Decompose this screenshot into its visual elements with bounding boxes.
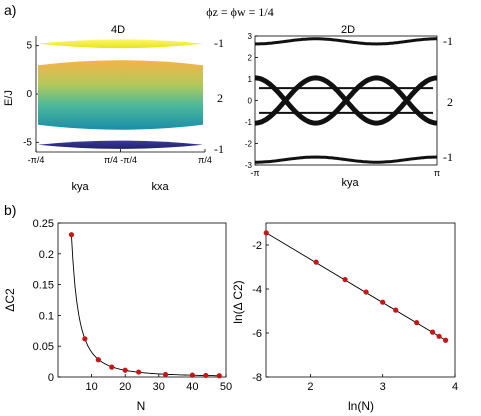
chart-ln-xlabel: ln(N): [348, 399, 374, 413]
chart-ln-plot: -2 -4 -6 -8 2 3 4: [252, 222, 458, 393]
chart-ln-ylabel: ln(Δ C2): [231, 280, 245, 323]
data-point: [380, 299, 386, 305]
chart-2d-band-label-mid: 2: [447, 95, 453, 109]
x-tick-label: 30: [153, 381, 165, 393]
y-tick-label: 1: [248, 75, 253, 84]
plot-frame: [265, 222, 456, 378]
band-line: [255, 155, 438, 164]
x-tick-label: 2: [307, 381, 313, 393]
y-tick-label: -1: [245, 118, 253, 127]
chart-2d-band-label-top: -1: [443, 34, 453, 48]
data-point: [95, 357, 101, 363]
panel-b-label: b): [4, 202, 16, 218]
x-tick-label: 4: [452, 381, 458, 393]
chart-4d-ylabel: E/J: [3, 90, 15, 106]
y-tick-label: 2: [248, 54, 253, 63]
y-tick-label: 3: [248, 32, 253, 41]
chart-4d-band-label-bot: -1: [214, 142, 224, 156]
chart-4d-xlabel-2: kxa: [151, 181, 169, 193]
data-point: [136, 369, 142, 375]
plot-frame: [57, 222, 227, 378]
y-tick-label: 5: [26, 41, 32, 52]
chart-2d-plot: 3 2 1 0 -1 -2 -3-π π: [245, 32, 440, 178]
chart-4d-title: 4D: [111, 24, 125, 36]
data-point: [363, 289, 369, 295]
data-point: [82, 336, 88, 342]
chart-2d: 2D 3 2 1 0 -1 -2 -3-π π kya -1 2 -1: [245, 24, 453, 189]
data-point: [393, 307, 399, 313]
energy-band: [38, 140, 203, 149]
chart-4d-plot: 5 0 -5 -π/4 π/4 -π/4 π/4: [23, 36, 212, 165]
y-tick-label: 0.15: [33, 280, 54, 292]
y-tick-label: 0: [26, 89, 32, 100]
x-tick-label: 10: [85, 381, 97, 393]
data-point: [203, 372, 209, 379]
y-tick-label: -3: [245, 161, 253, 170]
energy-band: [38, 60, 203, 130]
chart-4d: 4D E/J 50-5-π/4 π/4 -π/4 π/4 kya kxa -1 2 …: [3, 24, 224, 193]
y-tick-label: 0.2: [39, 249, 54, 261]
data-point: [263, 230, 269, 236]
data-point: [429, 329, 436, 335]
y-tick-label: -8: [252, 372, 262, 384]
data-point: [122, 367, 128, 373]
chart-2d-title: 2D: [341, 24, 355, 36]
data-point: [443, 337, 449, 343]
chart-dc2-ylabel: ΔC2: [3, 288, 17, 312]
data-point: [414, 320, 420, 326]
y-tick-label: 0.25: [33, 218, 54, 230]
header-text: ϕz = ϕw = 1/4: [206, 5, 274, 19]
y-tick-label: -4: [252, 284, 262, 296]
data-point: [436, 333, 442, 339]
data-point: [313, 259, 319, 265]
chart-ln: ln(Δ C2) ln(N) -2 -4 -6 -8 2 3 4: [231, 222, 458, 413]
data-point: [189, 372, 195, 378]
chart-4d-band-label-mid: 2: [217, 91, 223, 105]
x-tick-label: π: [434, 168, 440, 178]
y-tick-label: -5: [23, 137, 32, 148]
band-line: [254, 37, 437, 46]
chart-dc2-plot: 0 0.05 0.1 0.15 0.2 0.25 10 20 30 40 50: [33, 218, 233, 393]
y-tick-label: 0: [248, 97, 253, 106]
x-tick-label: π/4 -π/4: [104, 155, 137, 165]
y-tick-label: 0.05: [33, 341, 54, 353]
chart-dc2: ΔC2 N 0 0.05 0.1 0.15 0.2 0.25 10 20 30 40 50: [3, 218, 232, 413]
y-tick-label: -2: [245, 140, 253, 149]
y-tick-label: 0: [48, 372, 54, 384]
chart-dc2-xlabel: N: [137, 399, 146, 413]
data-point: [109, 364, 115, 370]
x-tick-label: 20: [119, 381, 131, 393]
chart-4d-band-label-top: -1: [214, 36, 224, 50]
chart-2d-band-label-bot: -1: [443, 150, 453, 164]
panel-a-label: a): [4, 2, 16, 18]
energy-band: [38, 39, 203, 49]
data-point: [342, 276, 348, 283]
data-point: [216, 373, 222, 379]
chart-2d-xlabel: kya: [341, 177, 359, 189]
band-line: [254, 75, 438, 126]
data-point: [162, 371, 169, 378]
x-tick-label: 50: [220, 381, 232, 393]
fit-curve: [70, 234, 220, 377]
data-point: [68, 232, 75, 238]
y-tick-label: -2: [252, 240, 262, 252]
y-tick-label: -6: [252, 328, 262, 340]
x-tick-label: 40: [186, 381, 198, 393]
chart-4d-xlabel-1: kya: [71, 181, 89, 193]
x-tick-label: π/4: [198, 155, 212, 165]
y-tick-label: 0.1: [39, 310, 54, 322]
x-tick-label: -π: [250, 168, 259, 178]
x-tick-label: -π/4: [28, 155, 45, 165]
x-tick-label: 3: [380, 381, 386, 393]
